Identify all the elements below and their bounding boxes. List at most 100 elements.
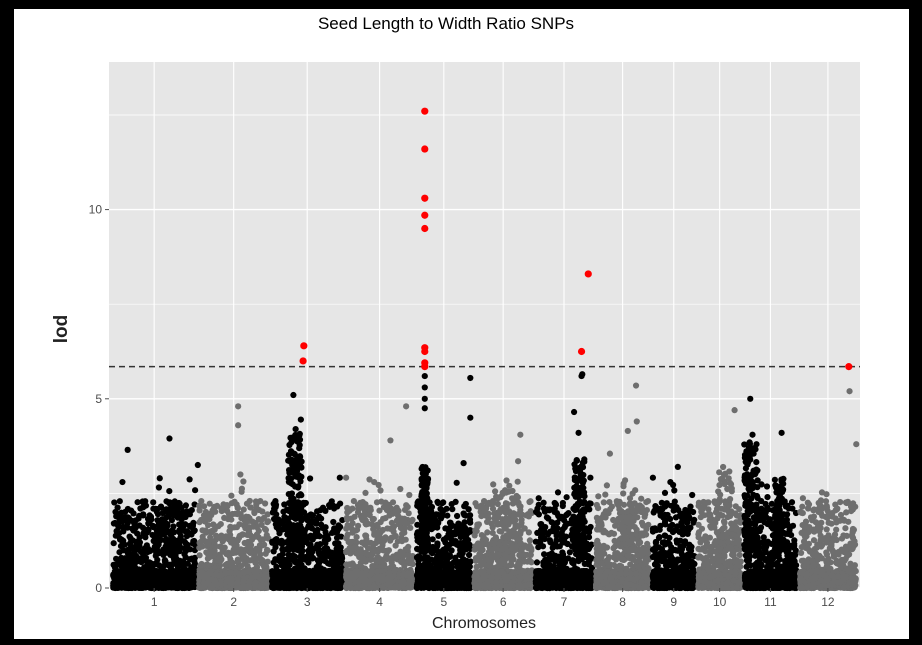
snp-point <box>143 542 150 549</box>
snp-point <box>199 527 206 534</box>
snp-point <box>124 524 131 531</box>
snp-point <box>227 578 234 586</box>
snp-point <box>439 547 447 554</box>
snp-point <box>397 485 404 493</box>
snp-point <box>179 578 186 585</box>
snp-point <box>370 526 377 533</box>
snp-point <box>401 506 409 513</box>
snp-point <box>148 516 155 523</box>
snp-point <box>116 498 123 505</box>
snp-point <box>408 560 415 567</box>
snp-point <box>309 571 316 579</box>
snp-point <box>330 581 337 588</box>
snp-point <box>192 487 199 494</box>
snp-point <box>363 521 370 528</box>
snp-point <box>333 534 341 541</box>
snp-point <box>143 581 150 589</box>
snp-point <box>111 499 118 506</box>
snp-point <box>166 488 173 495</box>
snp-point <box>188 578 195 585</box>
snp-point <box>255 516 262 523</box>
snp-point <box>375 573 382 580</box>
snp-point <box>212 508 219 515</box>
snp-point <box>314 583 321 590</box>
snp-point <box>251 550 258 557</box>
snp-point <box>253 501 260 508</box>
snp-point <box>248 575 255 582</box>
snp-point <box>392 532 399 540</box>
snp-point <box>140 550 147 557</box>
snp-point <box>137 555 144 562</box>
snp-point <box>263 532 270 539</box>
snp-point <box>318 521 325 528</box>
snp-point <box>191 554 198 561</box>
snp-point <box>114 504 121 511</box>
snp-point <box>130 510 137 517</box>
snp-point <box>284 558 291 566</box>
snp-point <box>149 522 157 530</box>
snp-point <box>130 527 137 534</box>
snp-point <box>198 498 205 505</box>
snp-point <box>232 549 239 556</box>
snp-point <box>388 519 395 526</box>
snp-point <box>218 556 225 563</box>
snp-point <box>185 584 192 591</box>
snp-point <box>343 525 350 532</box>
snp-point <box>271 515 278 523</box>
snp-point <box>336 474 343 481</box>
snp-point <box>317 556 324 563</box>
snp-point <box>166 500 173 507</box>
snp-point <box>186 476 193 483</box>
snp-point <box>146 563 153 570</box>
snp-point <box>116 530 123 537</box>
snp-point <box>357 499 364 506</box>
snp-point <box>205 522 212 529</box>
snp-point <box>204 511 211 518</box>
snp-point <box>132 517 139 524</box>
snp-point <box>207 553 214 560</box>
snp-point <box>294 580 301 587</box>
snp-point <box>276 530 283 537</box>
snp-point <box>300 568 307 575</box>
snp-point <box>440 507 447 514</box>
snp-point <box>135 544 142 551</box>
snp-point <box>240 569 247 576</box>
snp-point <box>344 509 351 516</box>
snp-point <box>262 550 269 557</box>
snp-point <box>228 516 235 523</box>
snp-point <box>150 499 157 506</box>
snp-point <box>337 548 344 555</box>
snp-point <box>308 512 315 519</box>
snp-point <box>139 573 146 581</box>
snp-point <box>245 530 253 537</box>
snp-point <box>377 487 384 494</box>
snp-point <box>246 583 253 590</box>
snp-point <box>219 538 226 545</box>
snp-point <box>128 536 135 543</box>
snp-point <box>302 556 309 563</box>
snp-point <box>217 572 224 579</box>
snp-point <box>270 570 277 577</box>
snp-point <box>191 537 198 545</box>
snp-point <box>206 570 213 577</box>
chart-title: Seed Length to Width Ratio SNPs <box>318 14 574 33</box>
snp-point <box>124 549 131 557</box>
snp-point <box>357 546 364 553</box>
snp-point <box>175 561 182 568</box>
snp-point <box>362 503 369 510</box>
snp-point <box>258 521 265 529</box>
snp-point <box>160 584 167 592</box>
snp-point <box>269 539 276 546</box>
snp-point <box>347 550 354 557</box>
snp-point <box>270 548 277 555</box>
snp-point <box>306 545 314 552</box>
snp-point <box>125 517 132 524</box>
snp-point <box>240 478 247 485</box>
snp-point <box>287 582 294 589</box>
snp-point <box>398 515 405 522</box>
snp-point <box>201 503 208 510</box>
snp-point <box>402 536 409 543</box>
snp-point <box>348 538 355 546</box>
snp-point <box>136 534 143 541</box>
